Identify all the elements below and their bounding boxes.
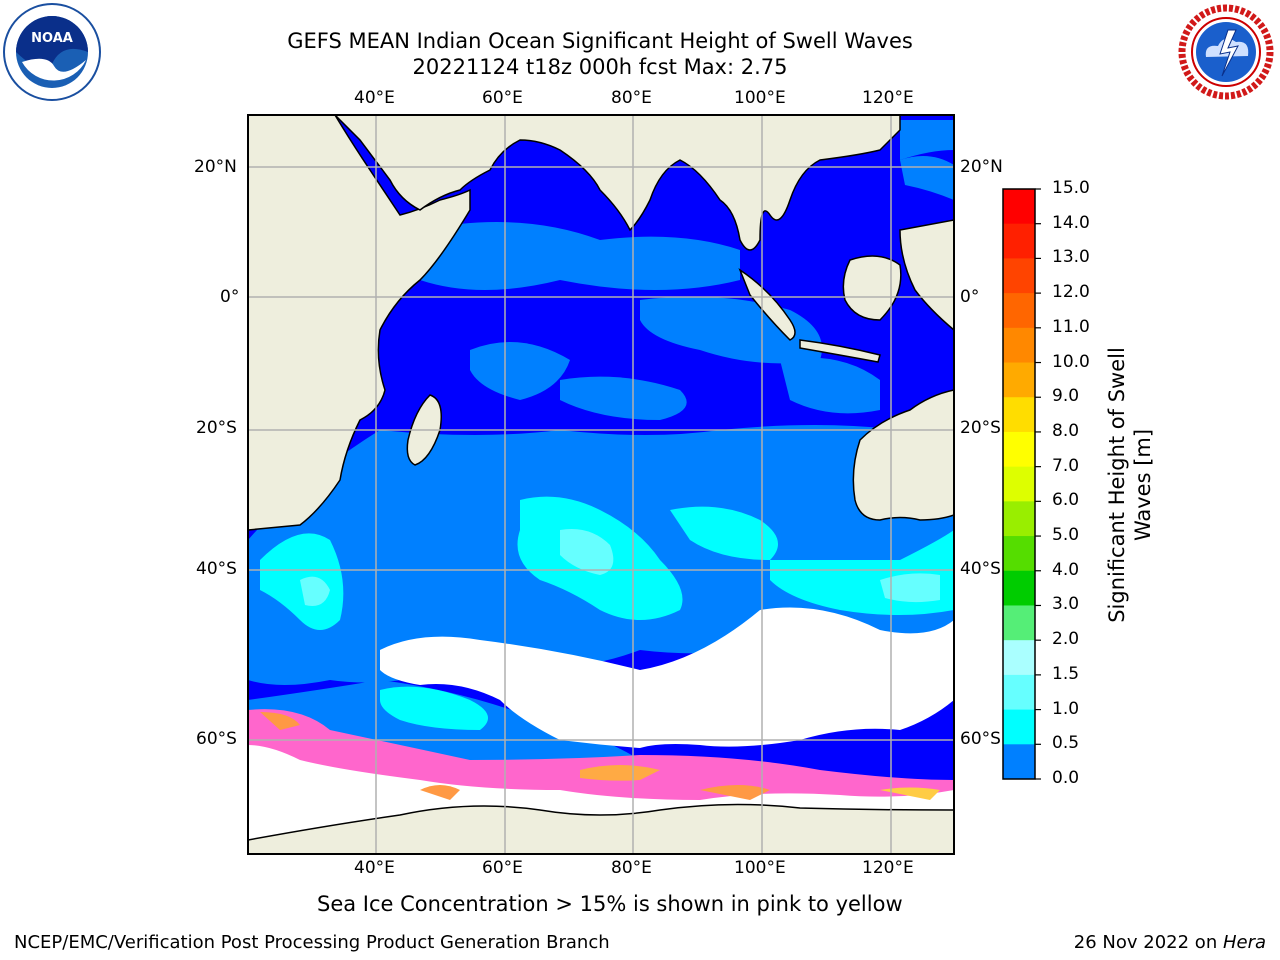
colorbar-segment: [1003, 605, 1035, 641]
map-panel: [248, 115, 954, 854]
colorbar-segment: [1003, 674, 1035, 711]
colorbar-label: Significant Height of Swell Waves [m]: [1104, 347, 1156, 623]
colorbar-tick-label: 1.0: [1052, 698, 1080, 719]
swell-band-1.5-2.0: [300, 529, 940, 606]
lat-tick-left-60S: 60°S: [196, 729, 237, 749]
colorbar-segment: [1003, 466, 1035, 502]
chart-subtitle: 20221124 t18z 000h fcst Max: 2.75: [412, 55, 788, 79]
colorbar-segment: [1003, 709, 1035, 745]
lon-tick-bottom-40E: 40°E: [354, 858, 395, 878]
lon-tick-top-100E: 100°E: [734, 88, 786, 108]
lat-tick-right-20N: 20°N: [960, 157, 1003, 177]
colorbar-segment: [1003, 640, 1035, 676]
sea-ice-caption: Sea Ice Concentration > 15% is shown in …: [317, 892, 903, 916]
noaa-text: NOAA: [31, 31, 73, 46]
colorbar-segment: [1003, 501, 1035, 537]
colorbar-tick-label: 6.0: [1052, 490, 1080, 511]
lon-tick-bottom-100E: 100°E: [734, 858, 786, 878]
colorbar-tick-label: 8.0: [1052, 420, 1080, 441]
colorbar-segment: [1003, 397, 1035, 433]
footer-date: 26 Nov 2022 on Hera: [1074, 932, 1266, 953]
lon-tick-bottom-80E: 80°E: [611, 858, 652, 878]
lat-tick-left-40S: 40°S: [196, 559, 237, 579]
colorbar-tick-label: 1.5: [1052, 663, 1080, 684]
colorbar-tick-label: 11.0: [1052, 316, 1090, 337]
lat-tick-right-60S: 60°S: [960, 729, 1001, 749]
colorbar-segment: [1003, 536, 1035, 572]
colorbar-tick-label: 14.0: [1052, 212, 1090, 233]
lon-tick-bottom-120E: 120°E: [862, 858, 914, 878]
lon-tick-bottom-60E: 60°E: [482, 858, 523, 878]
colorbar-segment: [1003, 744, 1035, 780]
colorbar-tick-label: 13.0: [1052, 247, 1090, 268]
gridlines: [248, 115, 954, 854]
colorbar-segment: [1003, 189, 1035, 225]
lat-tick-right-40S: 40°S: [960, 559, 1001, 579]
colorbar-tick-label: 9.0: [1052, 386, 1080, 407]
lon-tick-top-120E: 120°E: [862, 88, 914, 108]
colorbar-frame: [1002, 188, 1036, 780]
colorbar-tick-label: 2.0: [1052, 629, 1080, 650]
colorbar-segment: [1003, 258, 1035, 294]
colorbar-tick-label: 4.0: [1052, 559, 1080, 580]
lon-tick-top-40E: 40°E: [354, 88, 395, 108]
footer-credit: NCEP/EMC/Verification Post Processing Pr…: [14, 932, 610, 953]
noaa-logo: NOAA: [2, 2, 102, 102]
lat-tick-left-0: 0°: [220, 287, 240, 307]
colorbar-tick-label: 12.0: [1052, 282, 1090, 303]
colorbar-segment: [1003, 570, 1035, 606]
colorbar-segment: [1003, 293, 1035, 329]
colorbar-label-line2: Waves [m]: [1131, 428, 1155, 542]
colorbar-segment: [1003, 327, 1035, 364]
colorbar-tick-label: 15.0: [1052, 178, 1090, 198]
colorbar-tick-label: 10.0: [1052, 351, 1090, 372]
lat-tick-right-0: 0°: [960, 287, 980, 307]
lon-tick-top-80E: 80°E: [611, 88, 652, 108]
colorbar: [1003, 188, 1041, 780]
land-masses: [248, 115, 954, 854]
lat-tick-left-20S: 20°S: [196, 418, 237, 438]
colorbar-segment: [1003, 362, 1035, 398]
colorbar-segment: [1003, 431, 1035, 468]
chart-title: GEFS MEAN Indian Ocean Significant Heigh…: [287, 29, 913, 53]
lat-tick-right-20S: 20°S: [960, 418, 1001, 438]
colorbar-tick-label: 3.0: [1052, 594, 1080, 615]
map-frame: [247, 114, 955, 855]
footer-host: Hera: [1222, 932, 1266, 953]
colorbar-segment: [1003, 223, 1035, 259]
footer-date-text: 26 Nov 2022 on: [1073, 932, 1223, 953]
colorbar-tick-label: 7.0: [1052, 455, 1080, 476]
nws-logo: [1176, 2, 1276, 102]
colorbar-tick-label: 0.0: [1052, 768, 1080, 788]
lat-tick-left-20N: 20°N: [194, 157, 237, 177]
sea-ice-concentration: [248, 709, 954, 800]
colorbar-tick-label: 5.0: [1052, 525, 1080, 546]
colorbar-label-line1: Significant Height of Swell: [1105, 347, 1129, 623]
lon-tick-top-60E: 60°E: [482, 88, 523, 108]
colorbar-tick-label: 0.5: [1052, 733, 1080, 754]
